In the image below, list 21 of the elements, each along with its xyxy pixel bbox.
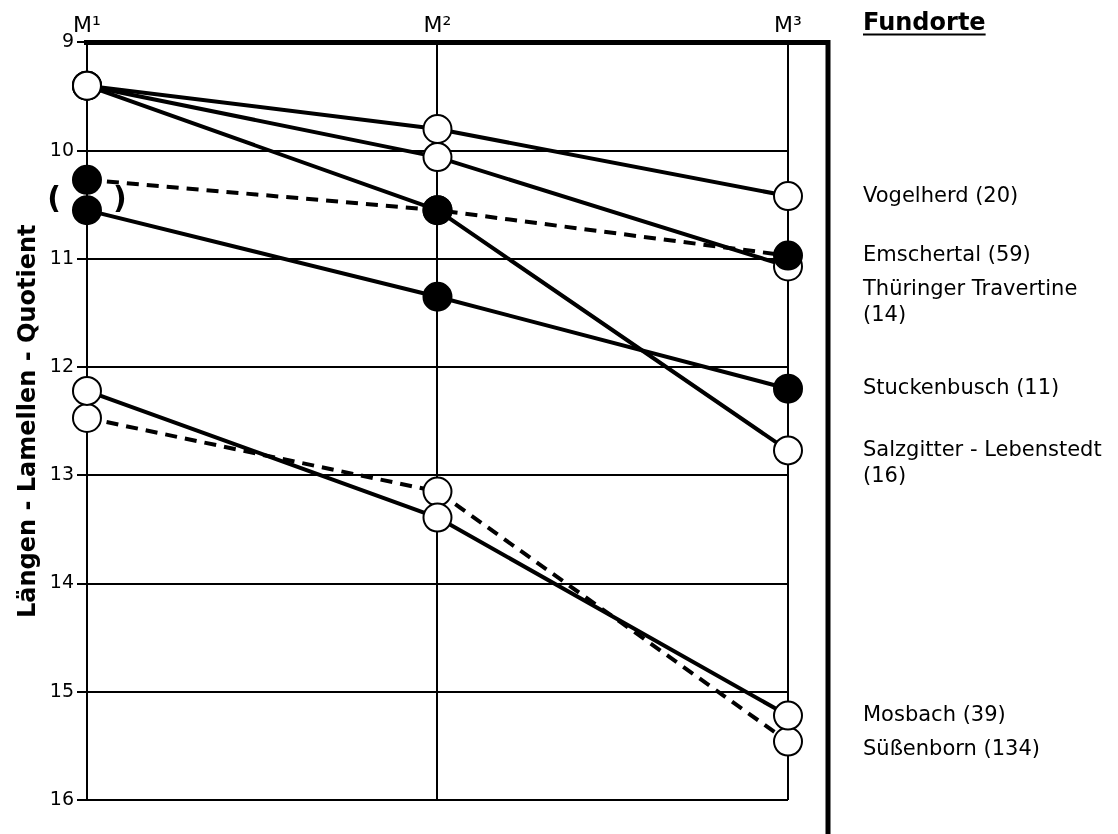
text: Stuckenbusch (11) bbox=[863, 375, 1060, 400]
x-tick-label: M² bbox=[423, 11, 452, 37]
y-tick-label: 13 bbox=[49, 462, 74, 485]
text: Thüringer Travertine (14) bbox=[862, 276, 1078, 327]
legend-title: Fundorte bbox=[863, 8, 986, 37]
y-tick-label: 11 bbox=[49, 245, 74, 268]
x-tick-label: M¹ bbox=[73, 11, 101, 37]
y-tick-label: 16 bbox=[49, 786, 74, 809]
y-tick-label: 14 bbox=[49, 570, 74, 593]
y-tick-label: 9 bbox=[61, 29, 74, 52]
annotation: ( ) bbox=[47, 179, 127, 215]
text: Süßenborn (134) bbox=[863, 736, 1040, 761]
text: Salzgitter - Lebenstedt (16) bbox=[863, 436, 1102, 487]
y-tick-label: 12 bbox=[49, 354, 74, 377]
text: Vogelherd (20) bbox=[863, 182, 1019, 207]
y-axis-title: Längen - Lamellen - Quotient bbox=[12, 224, 41, 618]
text: Mosbach (39) bbox=[863, 702, 1006, 727]
text: Emschertal (59) bbox=[863, 242, 1031, 267]
y-tick-label: 10 bbox=[49, 137, 74, 160]
x-tick-label: M³ bbox=[774, 11, 802, 37]
y-tick-label: 15 bbox=[49, 678, 74, 701]
